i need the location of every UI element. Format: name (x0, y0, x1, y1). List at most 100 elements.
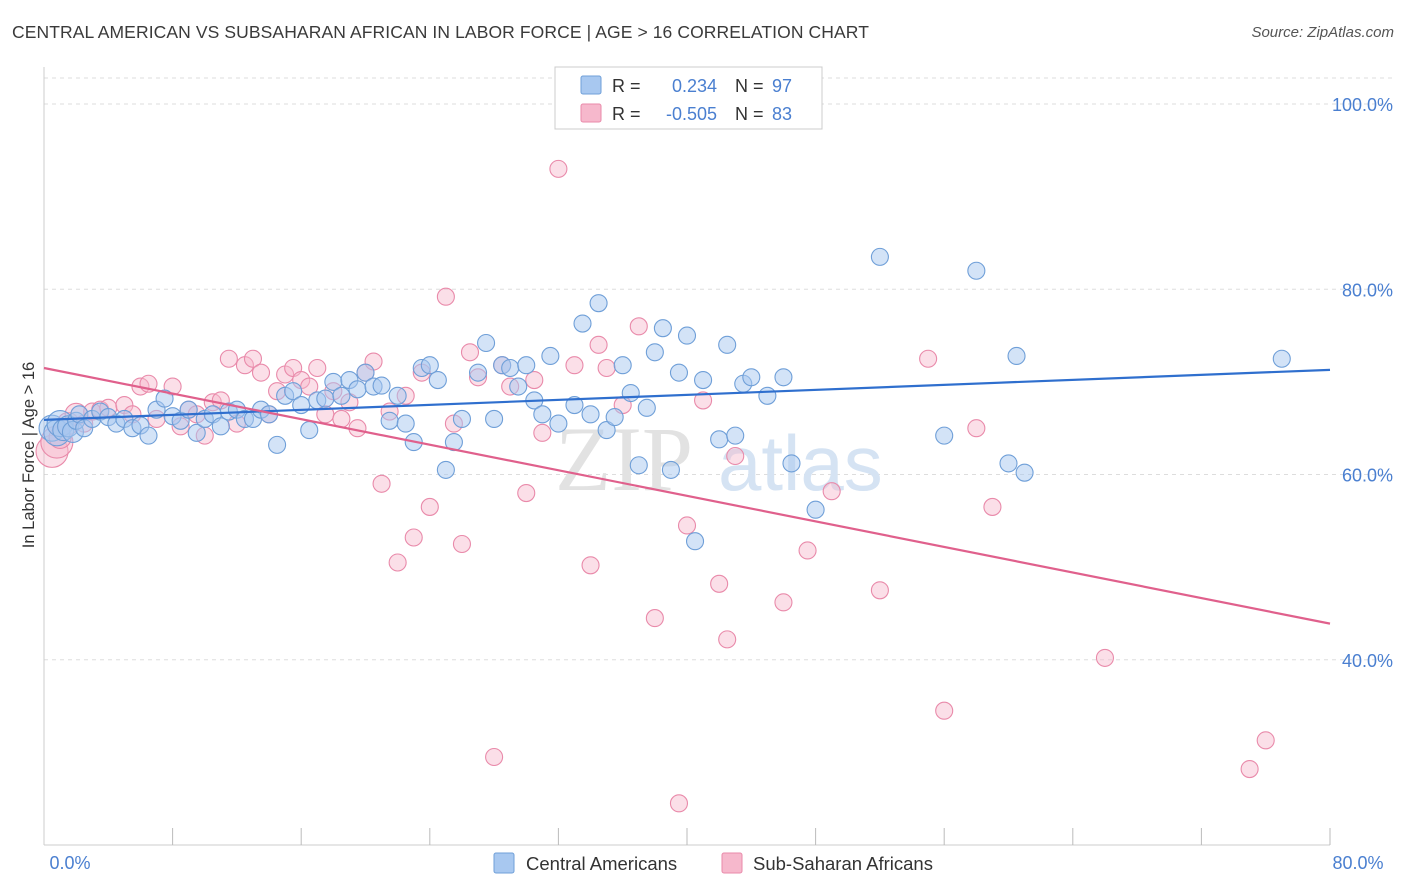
data-point-central-american (629, 456, 648, 475)
data-point-sub-saharan (517, 483, 536, 503)
data-point-central-american (605, 408, 624, 427)
data-point-sub-saharan (669, 794, 689, 813)
bottom-legend-label-sub-saharan-africans: Sub-Saharan Africans (753, 853, 933, 874)
data-point-sub-saharan (565, 356, 584, 375)
data-point-central-american (139, 426, 158, 445)
data-point-central-american (372, 376, 391, 395)
data-point-sub-saharan (1095, 648, 1114, 667)
stats-legend: R = 0.234 N = 97 R = -0.505 N = 83 (554, 66, 823, 130)
data-point-central-american (645, 343, 664, 362)
data-point-central-american (999, 454, 1018, 473)
legend-r-value-blue: 0.234 (672, 76, 717, 96)
data-point-central-american (468, 363, 488, 382)
legend-r-value-pink: -0.505 (666, 104, 717, 124)
data-point-central-american (1007, 346, 1026, 366)
legend-n-value-pink: 83 (772, 104, 792, 124)
data-point-central-american (742, 368, 761, 387)
data-point-central-american (774, 368, 793, 387)
data-point-sub-saharan (1240, 760, 1259, 779)
data-point-sub-saharan (452, 534, 472, 554)
data-point-central-american (694, 371, 713, 390)
data-point-sub-saharan (629, 317, 648, 336)
data-point-sub-saharan (798, 541, 817, 560)
data-point-sub-saharan (533, 423, 552, 442)
data-point-central-american (1015, 463, 1034, 482)
y-tick-label: 80.0% (1342, 280, 1393, 300)
data-point-central-american (613, 356, 632, 375)
data-point-central-american (621, 383, 640, 403)
data-point-central-american (685, 532, 705, 551)
legend-swatch-blue (580, 75, 602, 95)
data-point-central-american (348, 380, 367, 399)
trend-lines (43, 366, 1331, 625)
data-point-central-american (758, 386, 777, 405)
data-point-central-american (541, 346, 560, 366)
data-point-central-american (669, 363, 689, 382)
data-point-central-american (509, 377, 528, 396)
data-point-central-american (549, 414, 568, 433)
data-point-central-american (935, 426, 954, 445)
legend-r-label-blue: R = (612, 76, 641, 96)
watermark-zip: ZIP (555, 408, 693, 510)
y-axis-label: In Labor Force | Age > 16 (20, 362, 38, 548)
trend-line-sub-saharan-africans (43, 366, 1331, 625)
data-point-central-american (967, 261, 986, 280)
data-point-central-american (155, 389, 174, 408)
data-point-central-american (565, 396, 584, 415)
data-point-sub-saharan (645, 609, 664, 628)
data-point-central-american (452, 409, 472, 429)
data-point-central-american (589, 294, 608, 313)
bottom-legend-swatch-blue (493, 852, 515, 874)
data-point-sub-saharan (219, 349, 238, 368)
legend-n-value-blue: 97 (772, 76, 792, 96)
bottom-legend-swatch-pink (721, 852, 743, 874)
data-point-central-american (388, 386, 407, 405)
data-point-central-american (179, 400, 198, 419)
y-tick-label: 100.0% (1332, 95, 1393, 115)
y-tick-label: 60.0% (1342, 466, 1393, 486)
data-point-sub-saharan (404, 528, 423, 547)
data-point-central-american (517, 356, 536, 375)
data-point-sub-saharan (967, 419, 986, 438)
data-point-central-american (581, 405, 600, 424)
data-point-central-american (436, 460, 455, 479)
data-point-central-american (653, 319, 672, 338)
data-point-central-american (573, 314, 592, 333)
data-point-central-american (782, 454, 801, 473)
legend-n-label-blue: N = (735, 76, 764, 96)
data-point-sub-saharan (919, 349, 938, 368)
data-point-central-american (428, 371, 447, 390)
data-point-sub-saharan (589, 335, 608, 354)
bottom-legend-label-central-americans: Central Americans (526, 853, 677, 874)
data-point-sub-saharan (308, 358, 327, 378)
data-point-sub-saharan (460, 343, 480, 362)
data-point-central-american (477, 333, 496, 353)
data-point-sub-saharan (935, 701, 954, 720)
data-point-central-american (637, 398, 656, 417)
data-point-sub-saharan (549, 159, 568, 178)
legend-swatch-pink (580, 103, 602, 123)
data-point-sub-saharan (1256, 731, 1275, 750)
data-point-central-american (661, 460, 680, 479)
data-point-central-american (806, 500, 825, 519)
source-label: Source: ZipAtlas.com (1251, 24, 1394, 41)
data-point-central-american (1272, 349, 1291, 368)
data-point-sub-saharan (243, 349, 263, 368)
y-tick-label: 40.0% (1342, 651, 1393, 671)
data-point-central-american (533, 405, 552, 424)
data-point-sub-saharan (983, 497, 1002, 516)
data-point-sub-saharan (677, 516, 697, 535)
x-tick-label-max: 80.0% (1332, 853, 1383, 873)
data-point-sub-saharan (822, 482, 841, 501)
data-point-central-american (677, 326, 697, 345)
data-point-sub-saharan (388, 553, 407, 572)
x-ticks (172, 828, 1331, 845)
data-point-central-american (597, 421, 616, 440)
data-point-central-american (268, 435, 287, 454)
x-tick-label-min: 0.0% (49, 853, 90, 873)
data-point-central-american (485, 409, 504, 429)
data-point-sub-saharan (710, 574, 729, 593)
legend-n-label-pink: N = (735, 104, 764, 124)
data-point-central-american (870, 247, 889, 266)
data-point-central-american (300, 421, 319, 440)
